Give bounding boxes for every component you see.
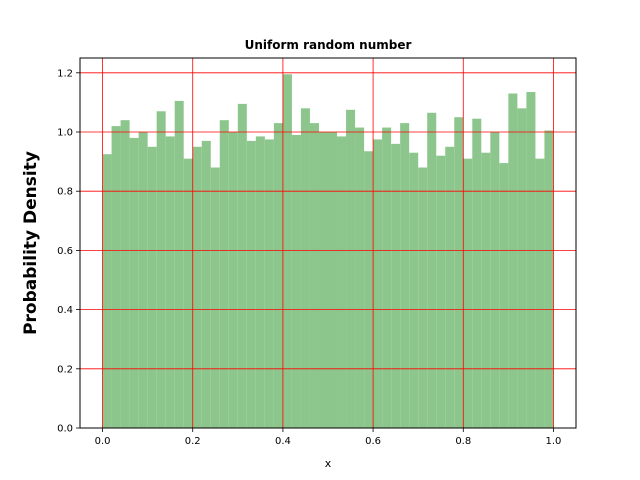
histogram-bar <box>526 92 536 428</box>
histogram-bar <box>490 132 500 428</box>
histogram-bar <box>463 158 473 428</box>
histogram-bar <box>382 127 392 428</box>
y-tick-label: 0.8 <box>57 187 73 198</box>
histogram-bar <box>418 167 428 428</box>
histogram-bar <box>373 139 383 428</box>
histogram-bar <box>436 155 446 428</box>
y-tick-label: 0.6 <box>57 246 73 257</box>
y-tick-label: 0.0 <box>57 424 73 435</box>
histogram-bar <box>337 136 347 428</box>
histogram-bar <box>400 123 410 429</box>
x-axis: 0.0 0.2 0.4 0.6 0.8 1.0 <box>95 428 562 447</box>
histogram-bar <box>481 152 491 428</box>
histogram-bar <box>517 108 527 428</box>
histogram-bar <box>391 143 401 428</box>
histogram-bar <box>499 163 509 428</box>
histogram-bar <box>264 139 274 428</box>
histogram-bar <box>201 140 211 428</box>
histogram-bar <box>300 108 310 428</box>
histogram-bar <box>237 103 247 428</box>
x-tick-label: 0.2 <box>185 436 201 447</box>
histogram-bar <box>219 120 229 428</box>
histogram-bar <box>138 132 148 428</box>
histogram-bar <box>318 132 328 428</box>
histogram-bar <box>346 109 356 429</box>
histogram-bar <box>129 137 139 429</box>
y-tick-label: 0.4 <box>57 305 73 316</box>
histogram-bar <box>472 118 482 429</box>
x-tick-label: 0.8 <box>455 436 471 447</box>
histogram-bar <box>111 126 121 428</box>
x-tick-label: 1.0 <box>546 436 562 447</box>
y-tick-label: 0.2 <box>57 364 73 375</box>
histogram-bar <box>535 158 545 428</box>
histogram-bar <box>454 117 464 428</box>
histogram-bar <box>255 136 265 428</box>
histogram-bar <box>246 140 256 428</box>
histogram-bar <box>291 134 301 428</box>
histogram-bar <box>174 100 184 429</box>
histogram-bar <box>210 167 220 428</box>
histogram-bar <box>445 146 455 429</box>
x-axis-label: x <box>325 457 332 470</box>
x-tick-label: 0.4 <box>275 436 291 447</box>
histogram-bar <box>228 132 238 428</box>
histogram-bar <box>427 112 437 428</box>
histogram-bar <box>102 154 112 428</box>
histogram-bar <box>309 123 319 429</box>
histogram-bar <box>156 111 166 428</box>
histogram-bar <box>544 130 554 428</box>
histogram-bar <box>147 146 157 429</box>
histogram-bar <box>120 120 130 428</box>
histogram-bar <box>364 151 374 429</box>
bars-layer <box>102 74 554 429</box>
y-axis: 0.0 0.2 0.4 0.6 0.8 1.0 1.2 <box>57 68 80 435</box>
histogram-bar <box>409 152 419 428</box>
histogram-bar <box>328 132 338 428</box>
histogram-bar <box>165 136 175 428</box>
plot-frame <box>79 57 577 429</box>
chart-title: Uniform random number <box>245 38 412 52</box>
x-tick-label: 0.6 <box>365 436 381 447</box>
y-tick-label: 1.2 <box>57 68 73 79</box>
histogram-bar <box>183 158 193 428</box>
y-axis-label: Probability Density <box>21 151 41 335</box>
histogram-bar <box>355 127 365 428</box>
x-tick-label: 0.0 <box>95 436 111 447</box>
histogram-bar <box>508 93 518 429</box>
histogram-bar <box>192 146 202 429</box>
y-tick-label: 1.0 <box>57 128 73 139</box>
histogram-bar <box>273 123 283 429</box>
histogram-bar <box>282 74 292 428</box>
